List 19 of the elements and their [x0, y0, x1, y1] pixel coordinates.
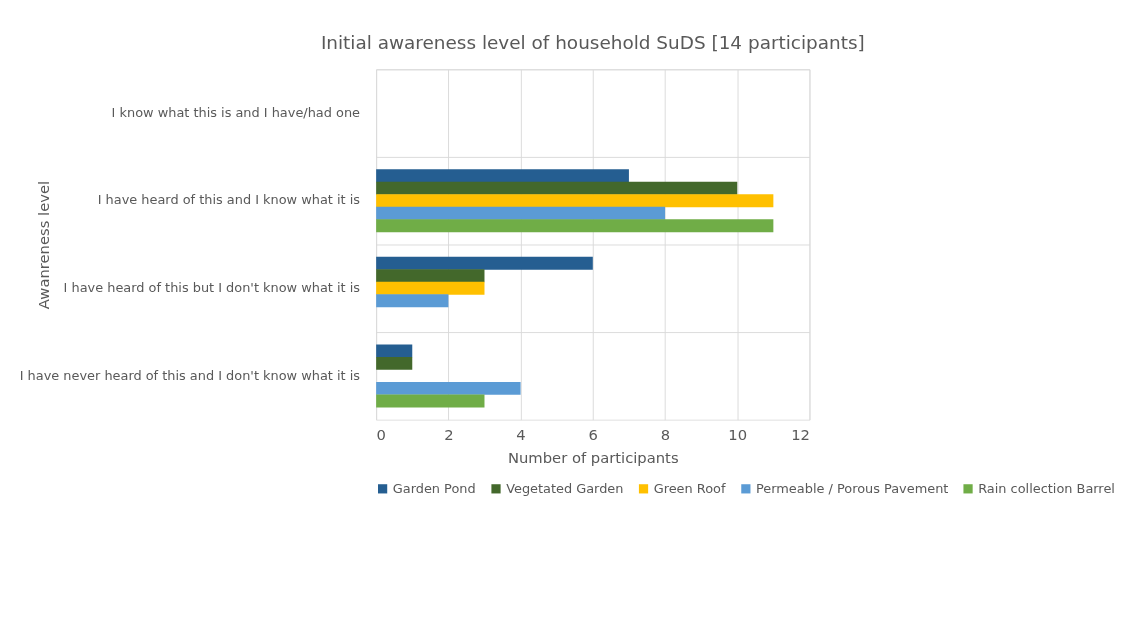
x-tick-label: 6 — [588, 425, 598, 443]
legend-label: Green Roof — [653, 480, 726, 496]
legend-label: Permeable / Porous Pavement — [756, 480, 949, 496]
x-tick-label: 8 — [660, 425, 671, 443]
x-tick-label: 4 — [516, 425, 526, 443]
y-axis-title: Awanreness level — [35, 180, 53, 310]
y-tick-label: I have heard of this but I don't know what it is — [63, 280, 361, 295]
legend-label: Rain collection Barrel — [978, 480, 1115, 496]
y-tick-label: I know what this is and I have/had one — [111, 104, 361, 120]
y-tick-label: I have heard of this and I know what it is — [97, 192, 361, 208]
y-tick-label: I have never heard of this and I don't know what it is — [19, 367, 361, 383]
x-tick-label: 10 — [728, 425, 748, 443]
chart-title: Initial awareness level of household SuDS [14 participants] — [320, 32, 865, 54]
x-tick-label: 2 — [444, 425, 454, 443]
legend-label: Garden Pond — [392, 480, 476, 496]
x-axis-title: Number of participants — [507, 449, 679, 467]
legend-label: Vegetated Garden — [506, 480, 624, 496]
x-tick-label: 0 — [376, 425, 387, 443]
x-tick-label: 12 — [791, 425, 810, 443]
